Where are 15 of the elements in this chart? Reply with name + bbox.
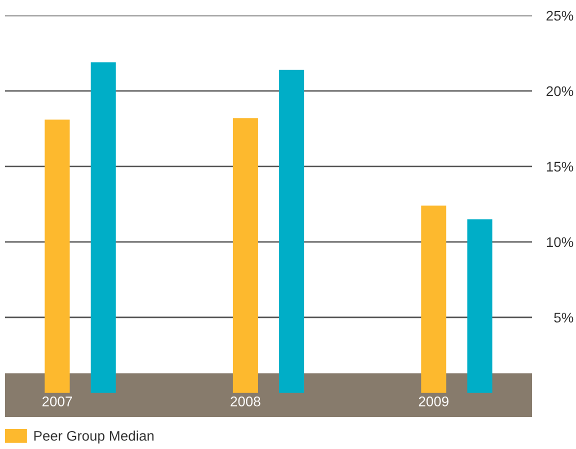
x-tick-label: 2008 (230, 396, 260, 406)
bar (279, 70, 304, 393)
y-tick-label: 20% (546, 86, 574, 96)
bar (421, 206, 446, 393)
y-tick-label: 25% (546, 10, 574, 21)
y-tick-label: 10% (546, 237, 574, 248)
y-tick-label: 15% (546, 162, 574, 172)
bar (232, 118, 258, 393)
x-tick-label: 2009 (418, 396, 448, 406)
legend-label: Peer Group Median (34, 430, 154, 444)
x-tick-label: 2007 (42, 396, 72, 406)
bar (90, 62, 116, 393)
bar (467, 219, 492, 393)
bar (44, 120, 70, 393)
y-tick-label: 5% (554, 312, 574, 323)
